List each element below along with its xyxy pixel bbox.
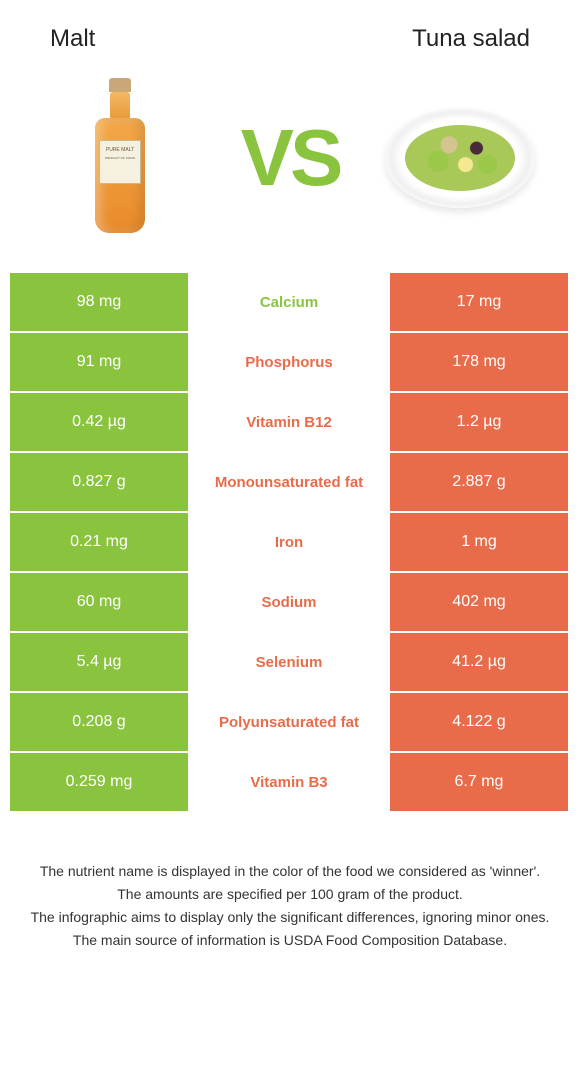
left-value: 0.21 mg — [10, 513, 188, 571]
tuna-salad-icon — [385, 108, 535, 208]
right-value: 4.122 g — [390, 693, 568, 751]
footer-notes: The nutrient name is displayed in the co… — [0, 861, 580, 951]
right-value: 402 mg — [390, 573, 568, 631]
nutrient-label: Iron — [190, 513, 388, 571]
nutrient-label: Monounsaturated fat — [190, 453, 388, 511]
left-value: 60 mg — [10, 573, 188, 631]
nutrient-label: Sodium — [190, 573, 388, 631]
nutrient-label: Calcium — [190, 273, 388, 331]
table-row: 0.21 mgIron1 mg — [10, 513, 570, 571]
right-value: 6.7 mg — [390, 753, 568, 811]
left-value: 0.208 g — [10, 693, 188, 751]
right-value: 2.887 g — [390, 453, 568, 511]
hero-section: PURE MALT PRODUCT OF JAPAN VS — [0, 63, 580, 273]
right-value: 178 mg — [390, 333, 568, 391]
footer-line-1: The nutrient name is displayed in the co… — [28, 861, 552, 882]
table-row: 0.42 µgVitamin B121.2 µg — [10, 393, 570, 451]
footer-line-2: The amounts are specified per 100 gram o… — [28, 884, 552, 905]
nutrient-label: Vitamin B3 — [190, 753, 388, 811]
footer-line-3: The infographic aims to display only the… — [28, 907, 552, 928]
footer-line-4: The main source of information is USDA F… — [28, 930, 552, 951]
nutrient-label: Selenium — [190, 633, 388, 691]
comparison-table: 98 mgCalcium17 mg91 mgPhosphorus178 mg0.… — [10, 273, 570, 811]
nutrient-label: Vitamin B12 — [190, 393, 388, 451]
nutrient-label: Phosphorus — [190, 333, 388, 391]
bottle-label-2: PRODUCT OF JAPAN — [100, 157, 140, 161]
table-row: 60 mgSodium402 mg — [10, 573, 570, 631]
right-value: 1 mg — [390, 513, 568, 571]
left-food-image: PURE MALT PRODUCT OF JAPAN — [40, 73, 200, 243]
right-value: 17 mg — [390, 273, 568, 331]
left-value: 98 mg — [10, 273, 188, 331]
left-value: 5.4 µg — [10, 633, 188, 691]
table-row: 5.4 µgSelenium41.2 µg — [10, 633, 570, 691]
left-value: 0.42 µg — [10, 393, 188, 451]
right-value: 1.2 µg — [390, 393, 568, 451]
table-row: 0.827 gMonounsaturated fat2.887 g — [10, 453, 570, 511]
vs-label: VS — [241, 112, 340, 204]
left-value: 0.827 g — [10, 453, 188, 511]
malt-bottle-icon: PURE MALT PRODUCT OF JAPAN — [93, 78, 148, 238]
right-food-image — [380, 73, 540, 243]
nutrient-label: Polyunsaturated fat — [190, 693, 388, 751]
table-row: 98 mgCalcium17 mg — [10, 273, 570, 331]
left-value: 91 mg — [10, 333, 188, 391]
right-food-title: Tuna salad — [412, 25, 530, 53]
right-value: 41.2 µg — [390, 633, 568, 691]
table-row: 0.259 mgVitamin B36.7 mg — [10, 753, 570, 811]
table-row: 0.208 gPolyunsaturated fat4.122 g — [10, 693, 570, 751]
left-food-title: Malt — [50, 25, 95, 53]
left-value: 0.259 mg — [10, 753, 188, 811]
bottle-label-1: PURE MALT — [100, 147, 140, 153]
table-row: 91 mgPhosphorus178 mg — [10, 333, 570, 391]
header: Malt Tuna salad — [0, 0, 580, 63]
